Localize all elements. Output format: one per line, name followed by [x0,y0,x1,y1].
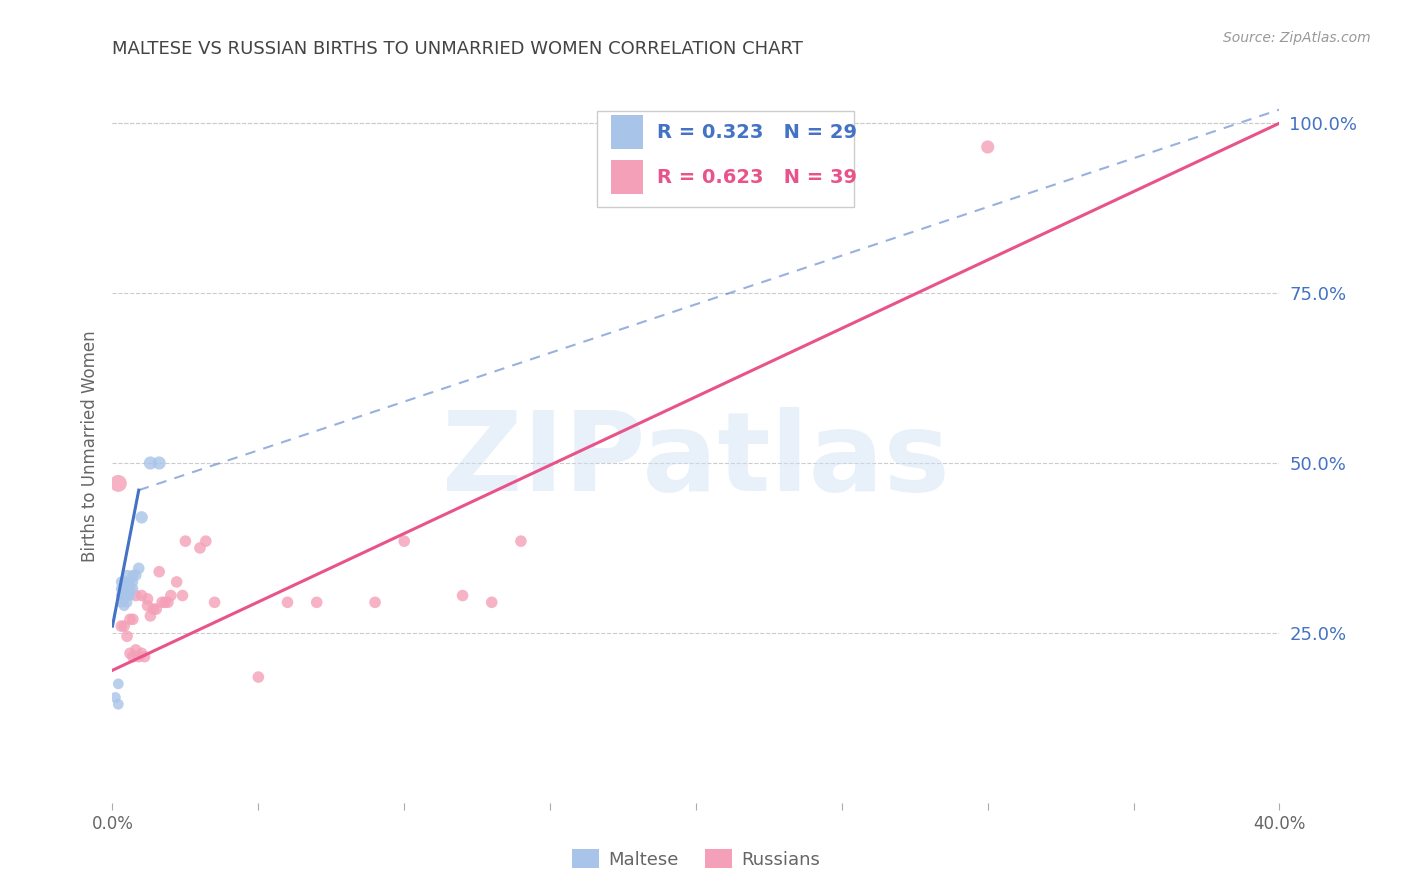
Point [364,595,387,609]
Point [145,602,167,616]
Point [142,602,165,616]
Point [115,595,138,609]
Point [160,589,183,603]
Point [122,574,145,589]
Point [115,574,138,589]
Point [112,589,135,603]
Point [115,629,138,643]
Point [112,582,135,596]
Point [134,649,156,664]
Text: R = 0.623   N = 39: R = 0.623 N = 39 [658,168,858,186]
Point [118,589,141,603]
Point [204,595,226,609]
Point [166,574,188,589]
Bar [610,115,644,149]
Point [107,476,129,491]
Text: ZIPatlas: ZIPatlas [441,407,950,514]
Point [131,510,153,524]
Point [107,698,129,712]
Point [128,561,150,575]
Point [112,578,135,592]
Point [118,646,141,660]
Point [122,612,145,626]
Point [148,565,170,579]
Point [110,582,132,596]
Point [172,589,194,603]
Point [110,595,132,609]
Point [112,619,135,633]
Point [481,595,503,609]
Point [125,643,148,657]
Text: MALTESE VS RUSSIAN BIRTHS TO UNMARRIED WOMEN CORRELATION CHART: MALTESE VS RUSSIAN BIRTHS TO UNMARRIED W… [112,40,803,58]
Point [305,595,328,609]
Point [112,591,135,606]
Text: Source: ZipAtlas.com: Source: ZipAtlas.com [1223,31,1371,45]
Point [118,612,141,626]
Point [115,568,138,582]
Point [125,589,148,603]
Point [128,649,150,664]
Point [122,649,145,664]
Point [118,582,141,596]
Point [150,595,173,609]
Point [131,589,153,603]
Point [112,574,135,589]
Point [115,589,138,603]
Point [153,595,176,609]
Point [122,582,145,596]
Point [139,456,162,470]
Point [131,646,153,660]
Legend: Maltese, Russians: Maltese, Russians [564,842,828,876]
Point [194,534,217,549]
Point [451,589,474,603]
Point [125,568,148,582]
Point [148,456,170,470]
Point [276,595,298,609]
Point [392,534,416,549]
Point [122,568,145,582]
Point [136,591,159,606]
Point [110,589,132,603]
Point [118,574,141,589]
Y-axis label: Births to Unmarried Women: Births to Unmarried Women [80,330,98,562]
Point [139,608,162,623]
Point [107,677,129,691]
Point [509,534,531,549]
Point [247,670,270,684]
Point [110,574,132,589]
Point [104,690,127,705]
Point [976,140,998,154]
Text: R = 0.323   N = 29: R = 0.323 N = 29 [658,122,858,142]
Point [156,595,179,609]
Point [188,541,211,555]
Point [174,534,197,549]
Point [115,582,138,596]
Point [110,619,132,633]
FancyBboxPatch shape [596,111,853,207]
Point [136,599,159,613]
Point [112,599,135,613]
Bar [610,161,644,194]
